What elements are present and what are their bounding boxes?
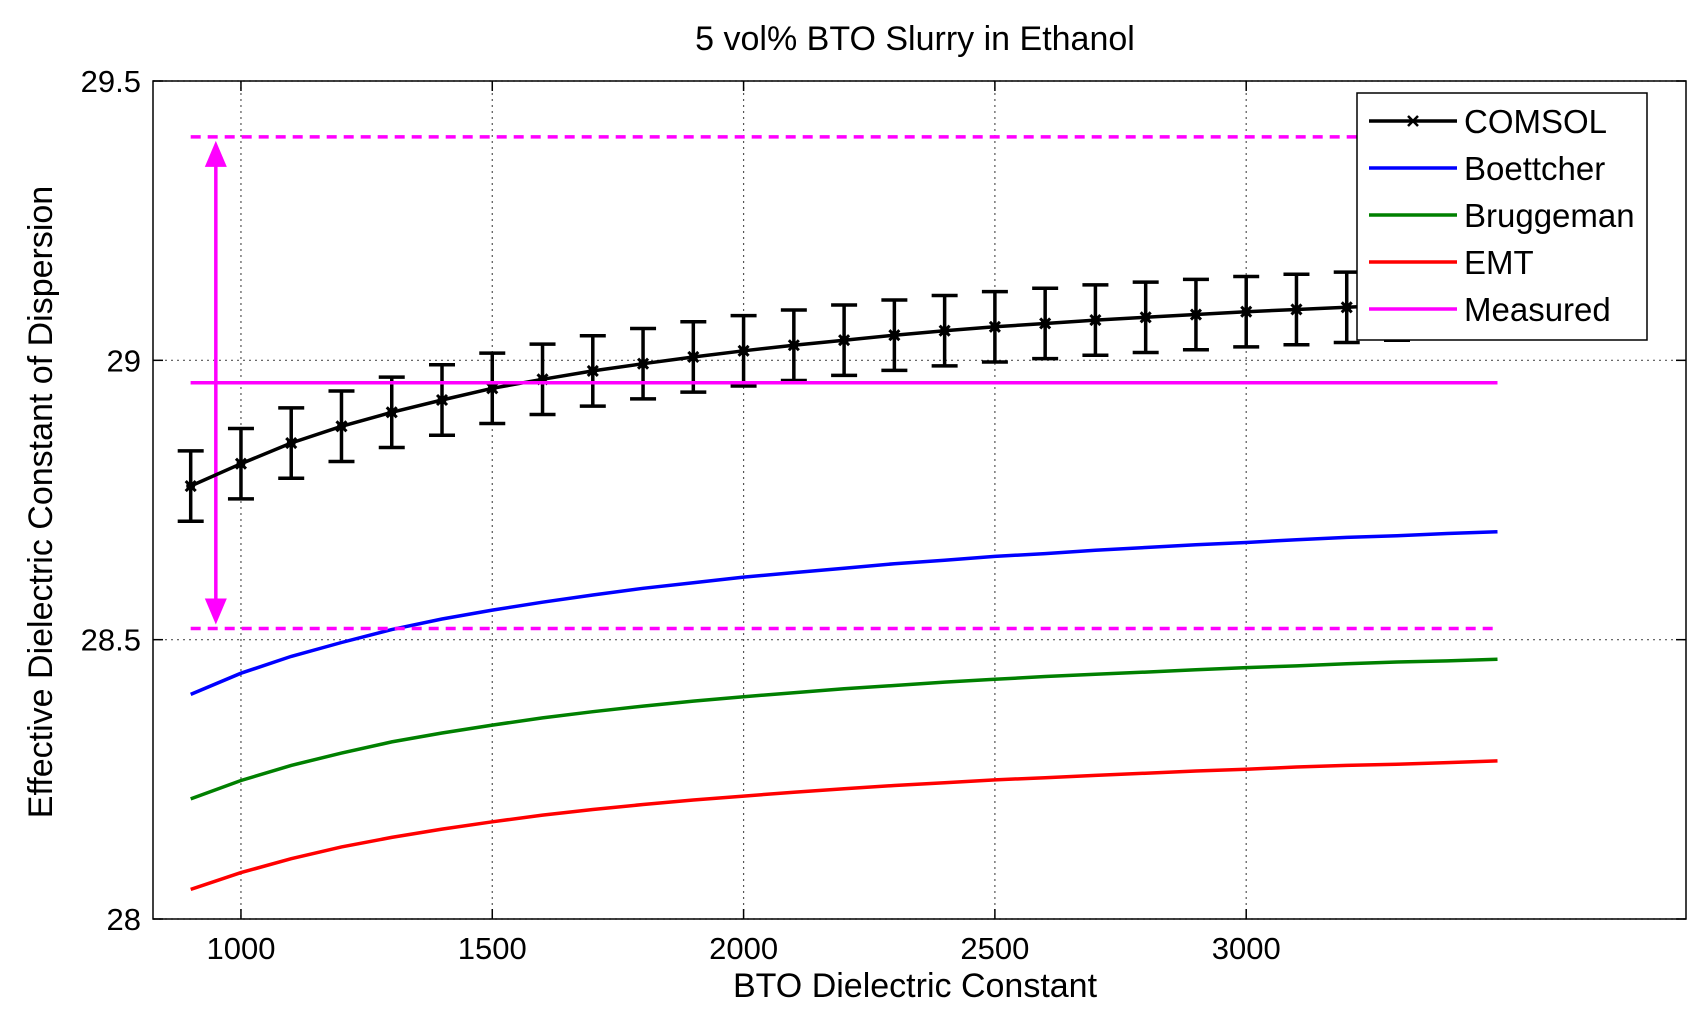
plot-area: 1000 1500 2000 2500 3000 28 28.5 29 29.5 [81,64,1687,966]
legend-label-emt: EMT [1464,244,1534,281]
y-tick-label: 29.5 [81,64,141,99]
x-tick-label: 1500 [458,931,527,966]
x-tick-label: 2000 [709,931,778,966]
y-tick-label: 28 [107,902,141,937]
legend-label-comsol: COMSOL [1464,103,1607,140]
comsol-data-point-dot [739,346,749,356]
comsol-data-point-dot [336,421,346,431]
legend-label-measured: Measured [1464,291,1611,328]
comsol-data-point-dot [236,459,246,469]
series-line-bruggeman [190,657,1498,801]
comsol-data-point-dot [387,407,397,417]
series-line-emt [190,759,1498,892]
y-axis-label: Effective Dielectric Constant of Dispers… [22,186,60,818]
plot-frame [152,80,1687,920]
legend-label-boettcher: Boettcher [1464,150,1605,187]
series-line-boettcher [190,530,1498,697]
comsol-data-point-dot [588,366,598,376]
comsol-data-point-dot [1241,307,1251,317]
x-tick-label: 3000 [1212,931,1281,966]
comsol-data-point-dot [286,438,296,448]
legend: COMSOL Boettcher Bruggeman EMT Measured [1356,92,1648,341]
comsol-data-point-dot [839,335,849,345]
comsol-data-point-dot [789,340,799,350]
legend-label-bruggeman: Bruggeman [1464,197,1635,234]
comsol-data-point-dot [1191,310,1201,320]
y-tick-label: 29 [107,343,141,378]
measured-range-arrowhead-down [204,598,227,625]
comsol-data-point-dot [437,395,447,405]
x-tick-label: 2500 [960,931,1029,966]
x-tick-label: 1000 [206,931,275,966]
comsol-data-point-dot [186,481,196,491]
comsol-data-point-dot [940,326,950,336]
comsol-data-point-dot [889,330,899,340]
comsol-data-point-dot [1291,304,1301,314]
comsol-data-point-dot [1040,318,1050,328]
series-line-comsol [189,301,1448,488]
comsol-data-point-dot [1141,312,1151,322]
x-axis-label: BTO Dielectric Constant [733,967,1098,1005]
comsol-data-point-dot [487,383,497,393]
y-tick-label: 28.5 [81,623,141,658]
comsol-data-point-dot [1342,302,1352,312]
legend-marker-comsol [1407,115,1419,127]
comsol-data-point-dot [638,359,648,369]
measured-range-arrowhead-up [204,140,227,167]
comsol-data-point-dot [688,352,698,362]
comsol-data-point-dot [990,322,1000,332]
chart-title: 5 vol% BTO Slurry in Ethanol [695,20,1135,58]
comsol-data-point-dot [1090,315,1100,325]
